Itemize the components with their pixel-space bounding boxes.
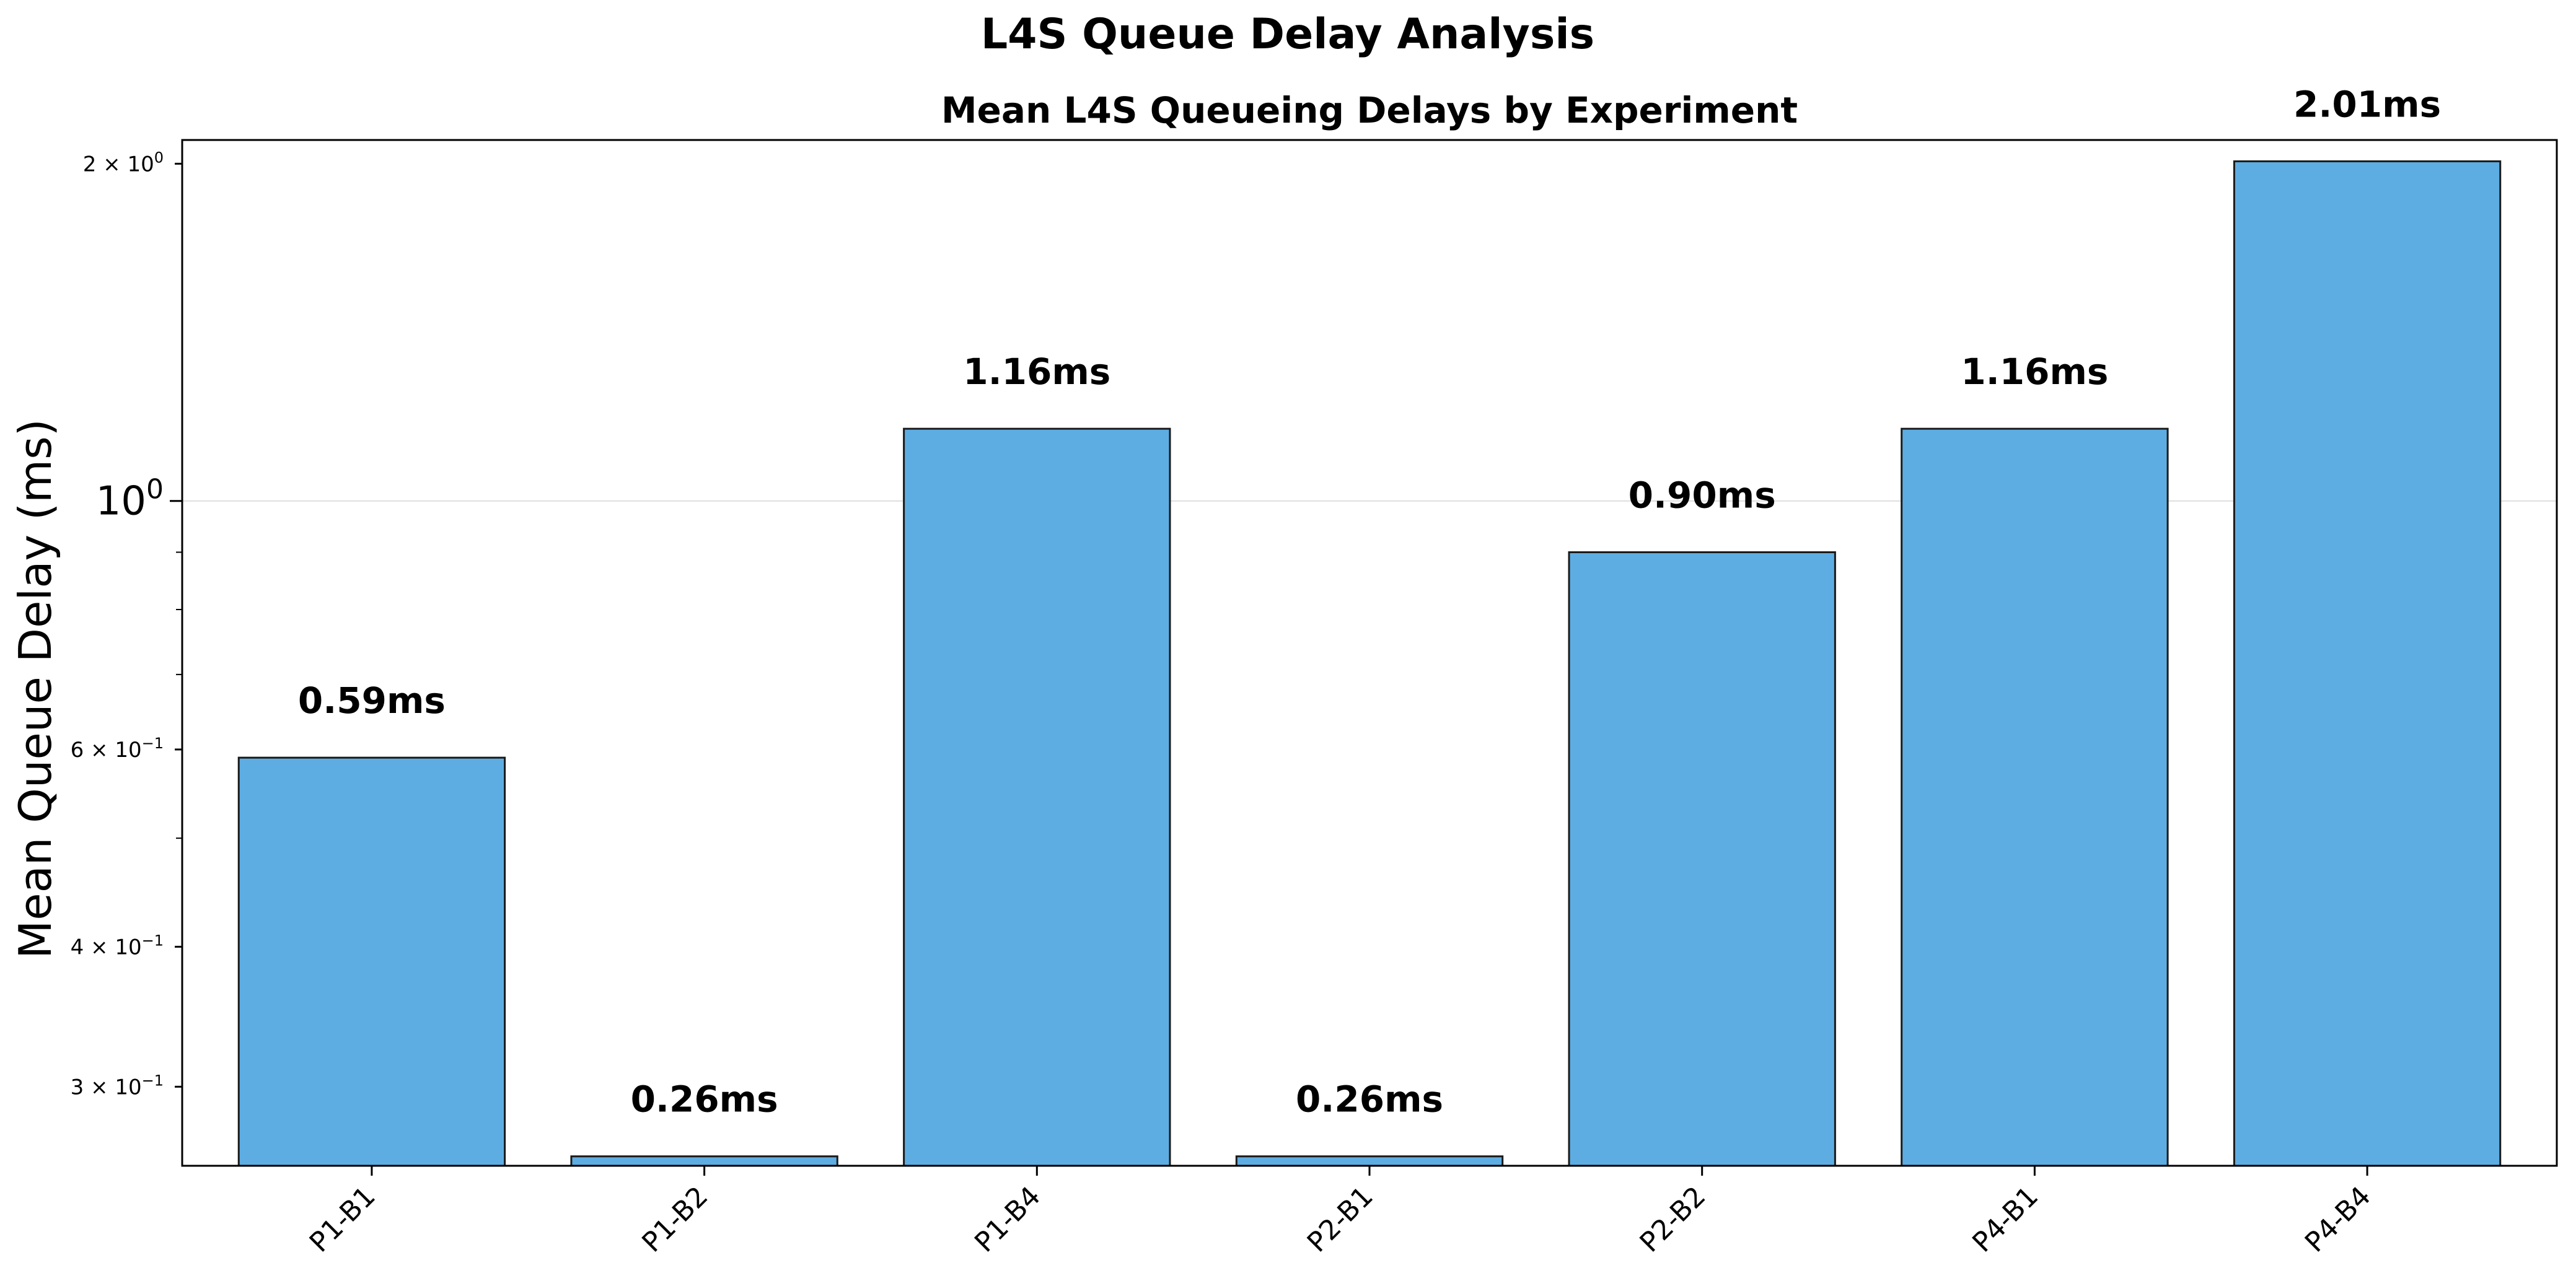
- y-axis: 2 × 100 100 6 × 10−1 4 × 10−1 3 × 10−1: [71, 149, 182, 1100]
- y-tick-label: 100: [96, 474, 164, 525]
- x-tick-label: P4-B4: [2299, 1181, 2377, 1259]
- x-tick-label: P1-B2: [636, 1181, 714, 1259]
- bar-p1-b4: [903, 427, 1171, 1167]
- y-axis-label: Mean Queue Delay (ms): [9, 419, 61, 959]
- y-tick-label: 2 × 100: [83, 149, 164, 177]
- bar-p1-b2: [570, 1155, 838, 1167]
- x-tick-label: P2-B2: [1634, 1181, 1712, 1259]
- data-label: 0.26ms: [631, 1078, 778, 1121]
- data-labels: 0.59ms 0.26ms 1.16ms 0.26ms 0.90ms 1.16ms 2.01…: [298, 83, 2441, 1120]
- y-tick-label: 6 × 10−1: [71, 735, 164, 763]
- data-label: 0.59ms: [298, 680, 446, 722]
- bars: [237, 160, 2502, 1167]
- bar-p2-b1: [1235, 1155, 1504, 1167]
- bar-p4-b4: [2233, 160, 2502, 1167]
- x-axis: P1-B1 P1-B2 P1-B4 P2-B1 P2-B2 P4-B1 P4-B4: [304, 1166, 2377, 1259]
- data-label: 2.01ms: [2293, 83, 2441, 125]
- data-label: 1.16ms: [963, 351, 1110, 393]
- bar-p4-b1: [1901, 427, 2169, 1167]
- figure-title: L4S Queue Delay Analysis: [981, 10, 1594, 59]
- data-label: 0.26ms: [1296, 1078, 1443, 1121]
- data-label: 1.16ms: [1961, 351, 2108, 393]
- x-tick-label: P4-B1: [1966, 1181, 2044, 1259]
- plot-frame: [181, 139, 2558, 1167]
- bar-p1-b1: [237, 756, 506, 1167]
- data-label: 0.90ms: [1629, 474, 1776, 516]
- x-tick-label: P1-B4: [969, 1181, 1047, 1259]
- chart-title: Mean L4S Queueing Delays by Experiment: [941, 89, 1798, 131]
- y-tick-label: 4 × 10−1: [71, 932, 164, 960]
- x-tick-label: P1-B1: [304, 1181, 382, 1259]
- x-tick-label: P2-B1: [1301, 1181, 1379, 1259]
- y-tick-label: 3 × 10−1: [71, 1072, 164, 1100]
- bar-p2-b2: [1568, 551, 1836, 1167]
